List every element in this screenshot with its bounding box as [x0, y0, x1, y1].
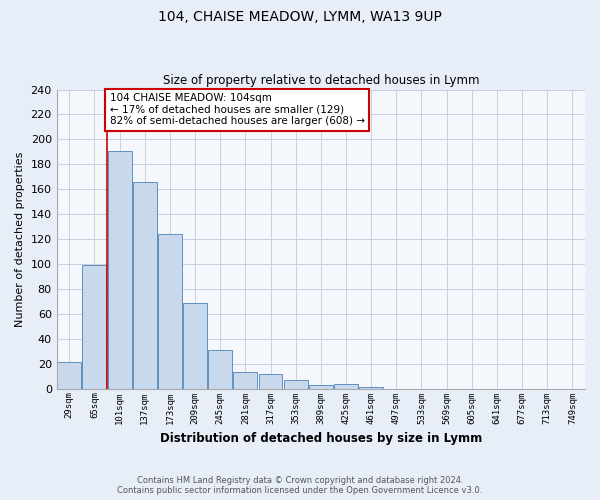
Bar: [259, 374, 283, 388]
Bar: [183, 302, 207, 388]
Text: 104, CHAISE MEADOW, LYMM, WA13 9UP: 104, CHAISE MEADOW, LYMM, WA13 9UP: [158, 10, 442, 24]
Bar: [57, 362, 81, 388]
Y-axis label: Number of detached properties: Number of detached properties: [15, 152, 25, 327]
X-axis label: Distribution of detached houses by size in Lymm: Distribution of detached houses by size …: [160, 432, 482, 445]
Bar: [82, 266, 106, 388]
Title: Size of property relative to detached houses in Lymm: Size of property relative to detached ho…: [163, 74, 479, 87]
Bar: [107, 150, 131, 388]
Bar: [158, 234, 182, 388]
Bar: [208, 350, 232, 389]
Text: 104 CHAISE MEADOW: 104sqm
← 17% of detached houses are smaller (129)
82% of semi: 104 CHAISE MEADOW: 104sqm ← 17% of detac…: [110, 94, 365, 126]
Bar: [334, 384, 358, 388]
Bar: [133, 182, 157, 388]
Bar: [309, 385, 333, 388]
Bar: [233, 372, 257, 388]
Text: Contains HM Land Registry data © Crown copyright and database right 2024.
Contai: Contains HM Land Registry data © Crown c…: [118, 476, 482, 495]
Bar: [284, 380, 308, 388]
